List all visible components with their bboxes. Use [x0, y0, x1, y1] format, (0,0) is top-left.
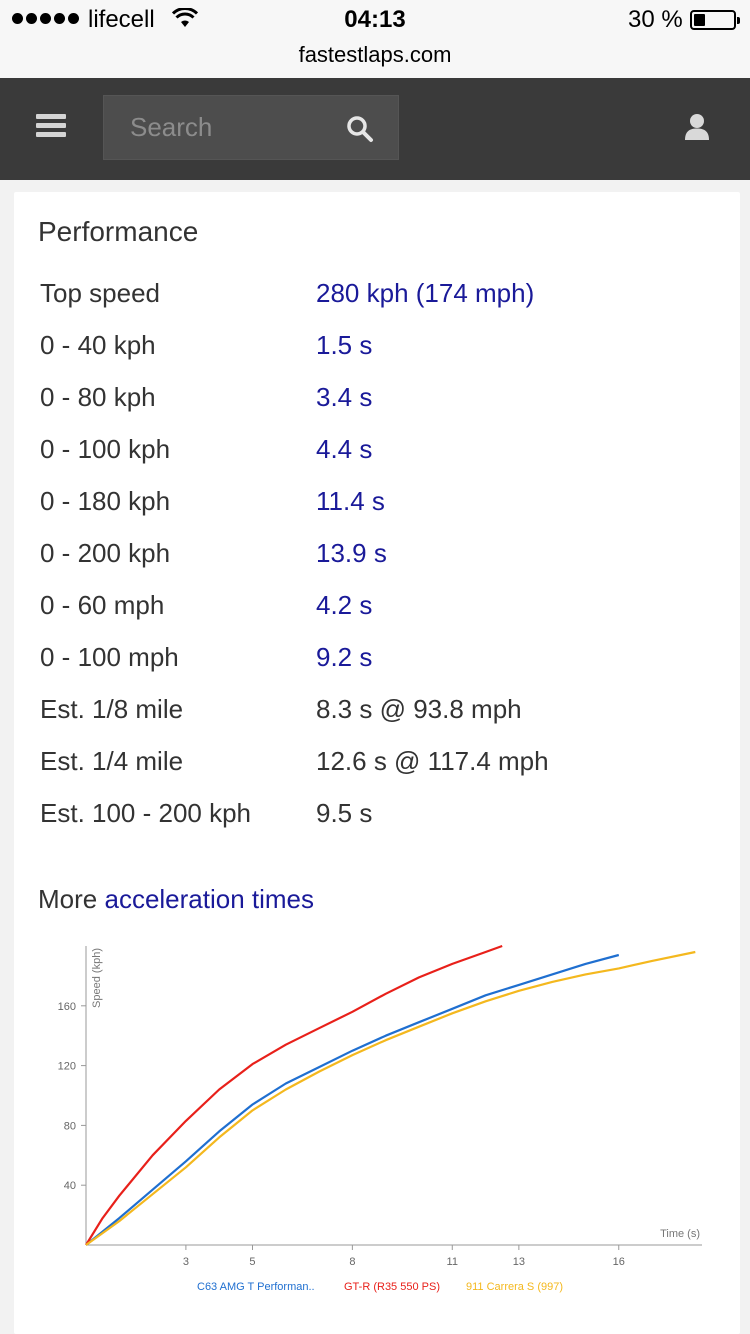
x-tick-label: 8 [349, 1256, 355, 1268]
acceleration-times-link[interactable]: acceleration times [104, 884, 315, 914]
x-tick-label: 16 [613, 1256, 625, 1268]
perf-row: 0 - 80 kph 3.4 s [40, 374, 720, 426]
perf-value-link[interactable]: 3.4 s [316, 382, 373, 412]
perf-label: 0 - 180 kph [40, 486, 171, 516]
perf-value: 12.6 s @ 117.4 mph [316, 746, 549, 776]
perf-value-link[interactable]: 4.4 s [316, 434, 373, 464]
search-input[interactable] [104, 96, 334, 159]
perf-label: 0 - 100 kph [40, 434, 171, 464]
perf-value-link[interactable]: 11.4 s [316, 486, 385, 516]
site-header [0, 78, 750, 180]
perf-label: 0 - 100 mph [40, 642, 179, 672]
performance-table: Top speed 280 kph (174 mph) 0 - 40 kph 1.5 … [40, 270, 720, 842]
series-line [85, 950, 696, 1246]
y-tick-label: 120 [58, 1061, 76, 1073]
more-acceleration-line: More acceleration times [38, 884, 314, 915]
perf-value-link[interactable]: 9.2 s [316, 642, 373, 672]
battery-percent: 30 % [628, 6, 683, 33]
perf-value-link[interactable]: 1.5 s [316, 330, 373, 360]
x-tick-label: 11 [447, 1256, 458, 1268]
clock: 04:13 [344, 6, 406, 33]
y-axis-label: Speed (kph) [91, 948, 103, 1008]
legend-entry: C63 AMG T Performan.. [197, 1281, 315, 1293]
perf-label: Est. 1/4 mile [40, 746, 184, 776]
perf-row: Est. 100 - 200 kph 9.5 s [40, 790, 720, 842]
x-tick-label: 5 [249, 1256, 255, 1268]
perf-row: 0 - 180 kph 11.4 s [40, 478, 720, 530]
perf-label: 0 - 80 kph [40, 382, 156, 412]
perf-value-link[interactable]: 4.2 s [316, 590, 373, 620]
perf-label: 0 - 200 kph [40, 538, 171, 568]
hamburger-menu-icon[interactable] [36, 114, 66, 140]
perf-row: 0 - 100 kph 4.4 s [40, 426, 720, 478]
search-box [103, 95, 399, 160]
status-bar: lifecell 04:13 30 % [0, 0, 750, 40]
y-tick-label: 80 [64, 1120, 76, 1132]
x-axis-label: Time (s) [660, 1228, 700, 1240]
signal-strength-icon [12, 13, 79, 24]
perf-row: 0 - 60 mph 4.2 s [40, 582, 720, 634]
wifi-icon [172, 8, 198, 27]
perf-row: Top speed 280 kph (174 mph) [40, 270, 720, 322]
performance-card: Performance Top speed 280 kph (174 mph) 0 … [14, 192, 740, 1334]
perf-label: Est. 100 - 200 kph [40, 798, 252, 828]
perf-row: 0 - 200 kph 13.9 s [40, 530, 720, 582]
perf-value: 9.5 s [316, 798, 373, 828]
perf-label: 0 - 40 kph [40, 330, 156, 360]
perf-row: 0 - 40 kph 1.5 s [40, 322, 720, 374]
perf-label: Top speed [40, 278, 160, 308]
address-bar[interactable]: fastestlaps.com [0, 40, 750, 78]
y-tick-label: 160 [58, 1001, 76, 1013]
url-text: fastestlaps.com [298, 42, 452, 67]
perf-row: Est. 1/4 mile 12.6 s @ 117.4 mph [40, 738, 720, 790]
series-line [85, 953, 620, 1246]
series-line [85, 944, 503, 1246]
divider [10, 178, 94, 180]
legend-entry: GT-R (R35 550 PS) [344, 1281, 440, 1293]
acceleration-chart-svg: 40 80 120 160 3 5 8 11 13 16 Speed (kph) Time (s) C6… [58, 944, 702, 1293]
perf-value-link[interactable]: 13.9 s [316, 538, 387, 568]
legend-entry: 911 Carrera S (997) [466, 1281, 563, 1293]
perf-label: 0 - 60 mph [40, 590, 165, 620]
perf-value: 8.3 s @ 93.8 mph [316, 694, 522, 724]
perf-label: Est. 1/8 mile [40, 694, 184, 724]
user-account-icon[interactable] [684, 113, 710, 141]
perf-value-link[interactable]: 280 kph (174 mph) [316, 278, 535, 308]
more-prefix: More [38, 884, 98, 914]
section-title: Performance [38, 216, 199, 247]
y-tick-label: 40 [64, 1180, 76, 1192]
x-tick-label: 13 [513, 1256, 525, 1268]
x-tick-label: 3 [183, 1256, 189, 1268]
carrier-name: lifecell [88, 6, 155, 33]
perf-row: Est. 1/8 mile 8.3 s @ 93.8 mph [40, 686, 720, 738]
acceleration-chart: 40 80 120 160 3 5 8 11 13 16 Speed (kph) Time (s) C6… [32, 932, 722, 1312]
divider [656, 178, 738, 180]
perf-row: 0 - 100 mph 9.2 s [40, 634, 720, 686]
search-icon[interactable] [346, 115, 374, 143]
battery-icon [690, 10, 740, 30]
